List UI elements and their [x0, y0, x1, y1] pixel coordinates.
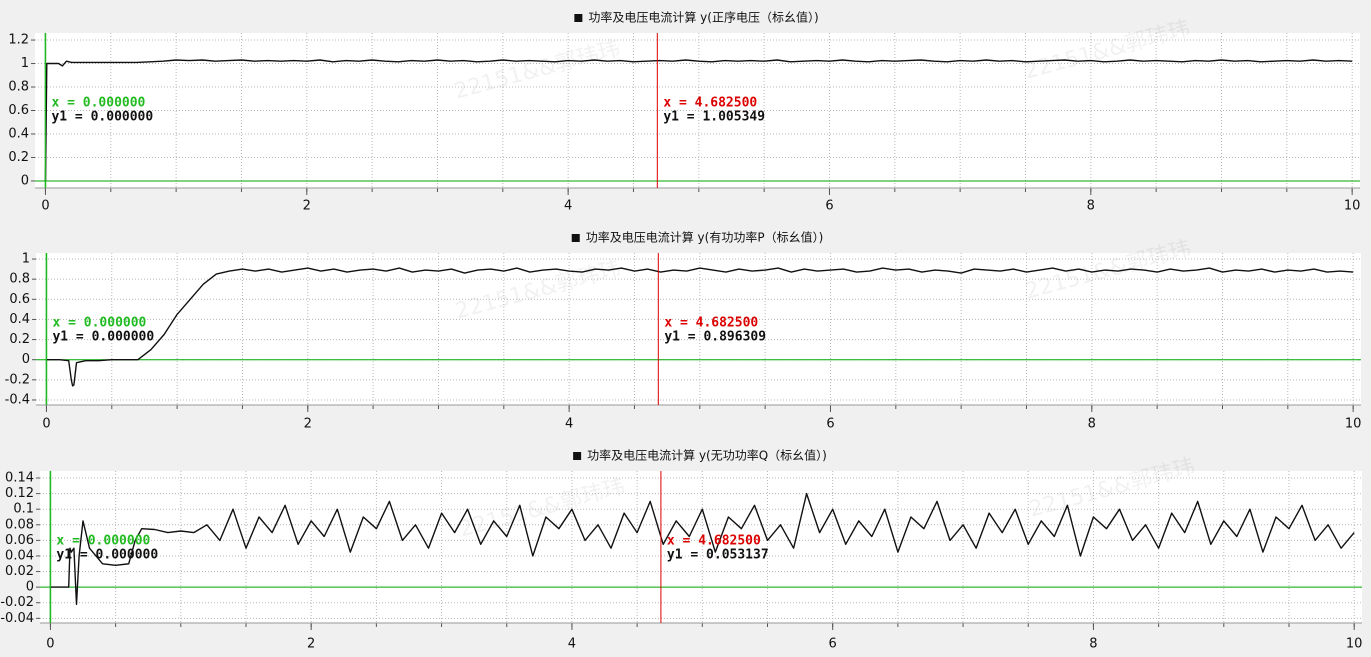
series-line: [44, 59, 1353, 182]
chart-title: 功率及电压电流计算 y(正序电压（标幺值）): [588, 10, 818, 25]
y-tick-label: -0.04: [0, 611, 34, 626]
chart-title: 功率及电压电流计算 y(无功功率Q（标幺值）): [587, 448, 827, 463]
cursor-x-label: x = 0.000000: [51, 96, 145, 111]
cursor-y-label: y1 = 0.000000: [51, 110, 153, 125]
y-tick-label: 0.12: [5, 486, 34, 501]
chart-title: 功率及电压电流计算 y(有功功率P（标幺值）): [586, 230, 824, 245]
x-tick-label: 6: [826, 417, 834, 432]
y-tick-label: 0.1: [13, 502, 34, 517]
y-tick-label: -0.4: [5, 392, 30, 407]
y-tick-label: -0.02: [0, 595, 34, 610]
y-tick-label: 0.14: [5, 471, 34, 486]
y-tick-label: 0: [22, 352, 30, 367]
y-tick-label: 0.8: [8, 80, 29, 95]
legend-swatch: [573, 452, 582, 460]
x-tick-label: 4: [568, 637, 576, 652]
cursor-x-label: x = 0.000000: [52, 316, 146, 331]
y-tick-label: 1: [21, 56, 29, 71]
y-tick-label: 0: [21, 173, 29, 188]
cursor-y-label: y1 = 1.005349: [663, 110, 765, 125]
x-tick-label: 8: [1087, 199, 1095, 214]
x-tick-label: 2: [303, 199, 311, 214]
plot-area: [40, 471, 1362, 623]
x-tick-label: 2: [307, 637, 315, 652]
y-tick-label: 0.4: [9, 312, 30, 327]
series-group: [44, 59, 1353, 182]
x-tick-label: 10: [1344, 199, 1361, 214]
cursor-x-label: x = 4.682500: [664, 316, 758, 331]
x-tick-label: 10: [1345, 417, 1362, 432]
cursor-x-label: x = 0.000000: [56, 534, 150, 549]
y-tick-label: 0.06: [5, 533, 34, 548]
x-tick-label: 0: [41, 199, 49, 214]
y-tick-label: 1.2: [8, 33, 29, 48]
x-tick-label: 2: [304, 417, 312, 432]
x-tick-label: 0: [46, 637, 54, 652]
y-tick-label: 0: [26, 580, 34, 595]
cursor-y-label: y1 = 0.000000: [56, 548, 158, 563]
x-tick-label: 4: [565, 417, 573, 432]
y-tick-label: 0.04: [5, 548, 34, 563]
y-tick-label: 0.02: [5, 564, 34, 579]
y-tick-label: 0.08: [5, 517, 34, 532]
x-tick-label: 0: [42, 417, 50, 432]
series-group: [50, 492, 1355, 605]
x-tick-label: 6: [825, 199, 833, 214]
y-tick-label: 0.6: [9, 292, 30, 307]
x-tick-label: 8: [1089, 637, 1097, 652]
cursor-x-label: x = 4.682500: [667, 534, 761, 549]
legend-swatch: [571, 234, 580, 242]
cursor-y-label: y1 = 0.896309: [664, 330, 766, 345]
x-tick-label: 8: [1088, 417, 1096, 432]
x-tick-label: 6: [829, 637, 837, 652]
y-tick-label: 0.2: [8, 150, 29, 165]
y-tick-label: 0.6: [8, 103, 29, 118]
series-line: [46, 267, 1354, 387]
x-tick-label: 4: [564, 199, 572, 214]
legend-swatch: [574, 14, 583, 22]
series-line: [50, 492, 1355, 605]
y-tick-label: 0.8: [9, 272, 30, 287]
cursor-y-label: y1 = 0.000000: [52, 330, 154, 345]
series-group: [46, 267, 1354, 387]
y-tick-label: 0.4: [8, 126, 29, 141]
y-tick-label: -0.2: [5, 372, 30, 387]
y-tick-label: 0.2: [9, 332, 30, 347]
cursor-y-label: y1 = 0.053137: [667, 548, 769, 563]
cursor-x-label: x = 4.682500: [663, 96, 757, 111]
y-tick-label: 1: [22, 252, 30, 267]
x-tick-label: 10: [1346, 637, 1363, 652]
